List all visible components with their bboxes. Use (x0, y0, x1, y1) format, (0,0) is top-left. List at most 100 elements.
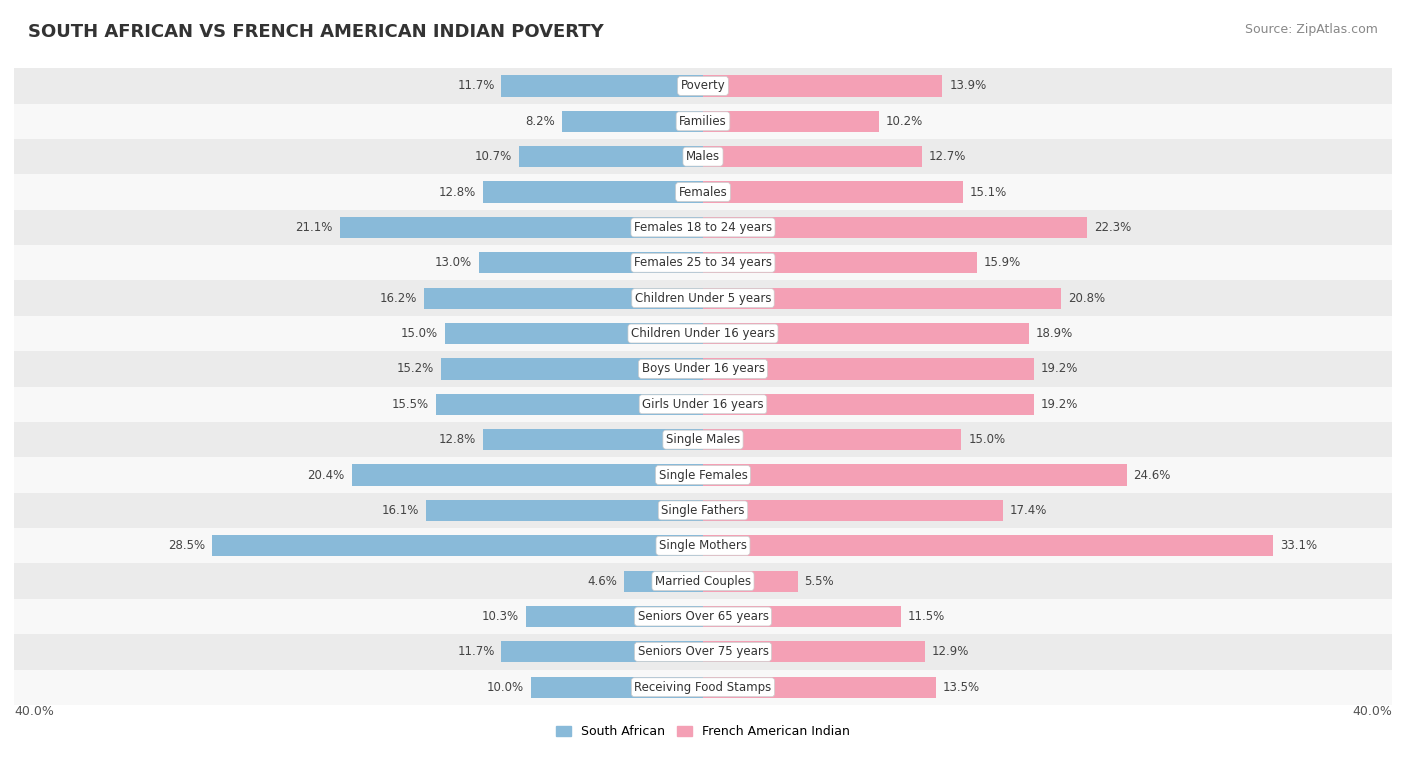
Bar (441, 359, 703, 380)
Text: 12.9%: 12.9% (932, 645, 970, 659)
Bar (703, 606, 901, 627)
Bar (14, 422, 1392, 457)
Bar (703, 287, 1062, 309)
Text: Females 18 to 24 years: Females 18 to 24 years (634, 221, 772, 234)
Text: 15.2%: 15.2% (396, 362, 434, 375)
Bar (703, 535, 1272, 556)
Bar (703, 111, 879, 132)
Bar (703, 429, 962, 450)
Text: 19.2%: 19.2% (1040, 398, 1078, 411)
Text: Single Females: Single Females (658, 468, 748, 481)
Text: 17.4%: 17.4% (1010, 504, 1047, 517)
Text: Single Males: Single Males (666, 433, 740, 446)
Text: 21.1%: 21.1% (295, 221, 333, 234)
Bar (14, 104, 1392, 139)
Text: Receiving Food Stamps: Receiving Food Stamps (634, 681, 772, 694)
Text: 12.7%: 12.7% (928, 150, 966, 163)
Text: 40.0%: 40.0% (14, 705, 53, 718)
Bar (703, 571, 797, 592)
Bar (14, 599, 1392, 634)
Text: Boys Under 16 years: Boys Under 16 years (641, 362, 765, 375)
Text: Females 25 to 34 years: Females 25 to 34 years (634, 256, 772, 269)
Text: 40.0%: 40.0% (1353, 705, 1392, 718)
Text: 18.9%: 18.9% (1035, 327, 1073, 340)
Text: 11.7%: 11.7% (457, 645, 495, 659)
Bar (352, 465, 703, 486)
Text: 5.5%: 5.5% (804, 575, 834, 587)
Text: 15.9%: 15.9% (984, 256, 1021, 269)
Bar (562, 111, 703, 132)
Text: 16.2%: 16.2% (380, 292, 418, 305)
Text: Males: Males (686, 150, 720, 163)
Text: 24.6%: 24.6% (1133, 468, 1171, 481)
Text: 10.7%: 10.7% (475, 150, 512, 163)
Text: 13.5%: 13.5% (942, 681, 980, 694)
Bar (14, 563, 1392, 599)
Text: Families: Families (679, 114, 727, 128)
Bar (14, 316, 1392, 351)
Text: 19.2%: 19.2% (1040, 362, 1078, 375)
Text: Seniors Over 75 years: Seniors Over 75 years (637, 645, 769, 659)
Text: 10.2%: 10.2% (886, 114, 922, 128)
Bar (14, 280, 1392, 316)
Text: 20.8%: 20.8% (1069, 292, 1105, 305)
Bar (444, 323, 703, 344)
Legend: South African, French American Indian: South African, French American Indian (551, 720, 855, 744)
Text: 12.8%: 12.8% (439, 433, 475, 446)
Text: 12.8%: 12.8% (439, 186, 475, 199)
Bar (14, 245, 1392, 280)
Bar (479, 252, 703, 274)
Text: 11.5%: 11.5% (908, 610, 945, 623)
Text: Single Fathers: Single Fathers (661, 504, 745, 517)
Bar (340, 217, 703, 238)
Text: 10.3%: 10.3% (482, 610, 519, 623)
Text: 13.0%: 13.0% (434, 256, 472, 269)
Bar (502, 75, 703, 96)
Text: 15.0%: 15.0% (969, 433, 1005, 446)
Bar (531, 677, 703, 698)
Text: Poverty: Poverty (681, 80, 725, 92)
Bar (703, 359, 1033, 380)
Text: Single Mothers: Single Mothers (659, 539, 747, 553)
Text: 22.3%: 22.3% (1094, 221, 1132, 234)
Bar (425, 287, 703, 309)
Bar (703, 465, 1126, 486)
Bar (14, 493, 1392, 528)
Text: 8.2%: 8.2% (524, 114, 555, 128)
Bar (14, 634, 1392, 669)
Bar (14, 669, 1392, 705)
Bar (526, 606, 703, 627)
Bar (14, 528, 1392, 563)
Bar (703, 393, 1033, 415)
Bar (14, 139, 1392, 174)
Text: 13.9%: 13.9% (949, 80, 987, 92)
Bar (14, 351, 1392, 387)
Text: 28.5%: 28.5% (169, 539, 205, 553)
Bar (14, 210, 1392, 245)
Text: 15.5%: 15.5% (392, 398, 429, 411)
Bar (212, 535, 703, 556)
Bar (482, 181, 703, 202)
Bar (624, 571, 703, 592)
Bar (703, 146, 922, 168)
Bar (703, 252, 977, 274)
Text: 16.1%: 16.1% (381, 504, 419, 517)
Bar (703, 181, 963, 202)
Bar (14, 68, 1392, 104)
Text: 11.7%: 11.7% (457, 80, 495, 92)
Text: Females: Females (679, 186, 727, 199)
Bar (703, 75, 942, 96)
Bar (519, 146, 703, 168)
Text: 15.1%: 15.1% (970, 186, 1007, 199)
Bar (426, 500, 703, 521)
Bar (703, 217, 1087, 238)
Bar (703, 641, 925, 662)
Bar (502, 641, 703, 662)
Text: Seniors Over 65 years: Seniors Over 65 years (637, 610, 769, 623)
Text: 10.0%: 10.0% (486, 681, 524, 694)
Text: Children Under 16 years: Children Under 16 years (631, 327, 775, 340)
Text: 4.6%: 4.6% (588, 575, 617, 587)
Text: 33.1%: 33.1% (1279, 539, 1317, 553)
Text: Children Under 5 years: Children Under 5 years (634, 292, 772, 305)
Bar (436, 393, 703, 415)
